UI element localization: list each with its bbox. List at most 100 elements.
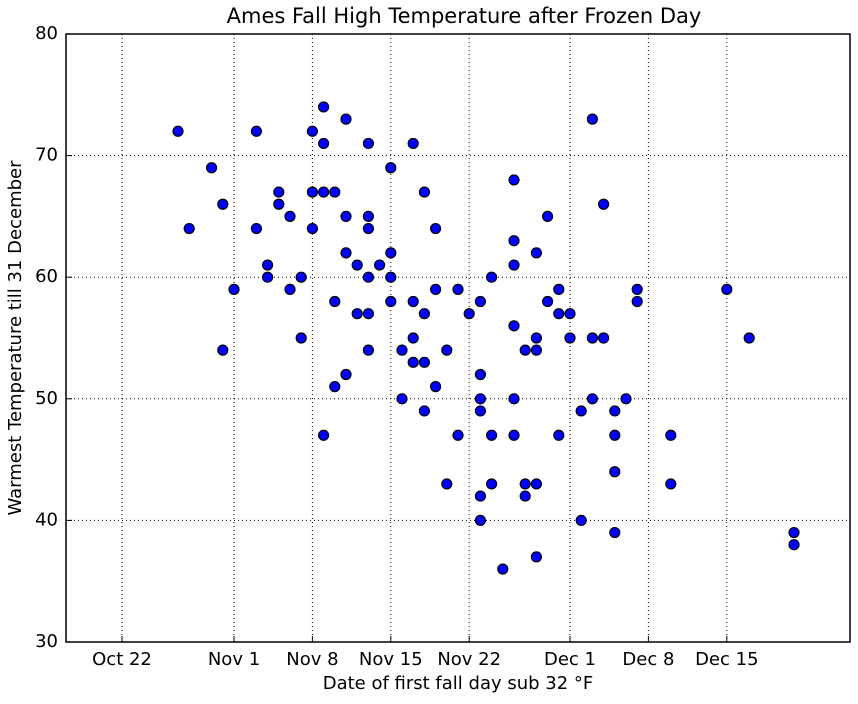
- point: [586, 332, 599, 344]
- point: [318, 137, 330, 150]
- point: [586, 393, 599, 405]
- point: [228, 283, 240, 295]
- point: [340, 113, 352, 125]
- point: [530, 344, 543, 356]
- point: [306, 186, 318, 198]
- point: [474, 393, 486, 405]
- point: [586, 113, 599, 125]
- point: [609, 526, 621, 539]
- point: [474, 295, 486, 308]
- point: [452, 429, 464, 441]
- point: [721, 283, 733, 295]
- point: [262, 259, 274, 271]
- point: [273, 186, 285, 198]
- point: [418, 356, 430, 368]
- point: [486, 478, 498, 490]
- point: [564, 332, 576, 344]
- point: [340, 368, 352, 381]
- y-tick-label: 60: [35, 266, 58, 287]
- x-tick-label: Dec 8: [622, 649, 674, 670]
- point: [597, 198, 610, 210]
- point: [340, 210, 352, 222]
- point: [530, 247, 543, 259]
- y-tick-label: 80: [35, 23, 58, 44]
- x-tick-label: Dec 15: [695, 649, 758, 670]
- point: [362, 222, 374, 235]
- point: [508, 429, 520, 441]
- point: [474, 405, 486, 417]
- point: [530, 332, 543, 344]
- point: [508, 393, 520, 405]
- point: [362, 210, 374, 222]
- point: [474, 514, 486, 527]
- point: [609, 466, 621, 478]
- point: [351, 308, 363, 320]
- point: [564, 308, 576, 320]
- point: [486, 429, 498, 441]
- point: [407, 356, 419, 368]
- point: [273, 198, 285, 210]
- point: [441, 344, 453, 356]
- point: [183, 222, 195, 235]
- point: [329, 381, 341, 393]
- point: [385, 247, 397, 259]
- point: [743, 332, 755, 344]
- point: [430, 283, 442, 295]
- point: [609, 405, 621, 417]
- plot-frame: [65, 33, 851, 643]
- point: [541, 210, 554, 222]
- point: [318, 186, 330, 198]
- point: [318, 429, 330, 441]
- point: [508, 320, 520, 332]
- point: [497, 563, 509, 575]
- point: [463, 308, 475, 320]
- point: [385, 271, 397, 283]
- point: [430, 222, 442, 235]
- point: [508, 259, 520, 271]
- point: [665, 429, 677, 441]
- point: [665, 478, 677, 490]
- y-tick-label: 50: [35, 388, 58, 409]
- point: [609, 429, 621, 441]
- point: [788, 539, 800, 551]
- point: [631, 283, 643, 295]
- point: [486, 271, 498, 283]
- point: [329, 295, 341, 308]
- point: [318, 101, 330, 113]
- x-tick-label: Nov 22: [437, 649, 501, 670]
- point: [250, 222, 262, 235]
- point: [575, 514, 587, 527]
- point: [385, 162, 397, 174]
- point: [295, 332, 307, 344]
- point: [553, 283, 565, 295]
- point: [284, 210, 296, 222]
- x-tick-label: Oct 22: [92, 649, 152, 670]
- point: [362, 137, 374, 150]
- point: [206, 162, 218, 174]
- point: [418, 405, 430, 417]
- point: [340, 247, 352, 259]
- point: [217, 198, 229, 210]
- point: [362, 344, 374, 356]
- point: [575, 405, 587, 417]
- point: [519, 344, 531, 356]
- point: [295, 271, 307, 283]
- chart-title: Ames Fall High Temperature after Frozen …: [227, 4, 702, 28]
- point: [474, 490, 486, 502]
- point: [541, 295, 554, 308]
- point: [620, 393, 632, 405]
- point: [553, 308, 565, 320]
- point: [519, 478, 531, 490]
- point: [284, 283, 296, 295]
- point: [474, 368, 486, 381]
- point: [407, 295, 419, 308]
- y-axis-label: Warmest Temperature till 31 December: [5, 160, 26, 516]
- point: [508, 235, 520, 247]
- point: [329, 186, 341, 198]
- point: [418, 308, 430, 320]
- y-tick-label: 40: [35, 509, 58, 530]
- point: [306, 222, 318, 235]
- x-axis-label: Date of first fall day sub 32 °F: [323, 673, 594, 694]
